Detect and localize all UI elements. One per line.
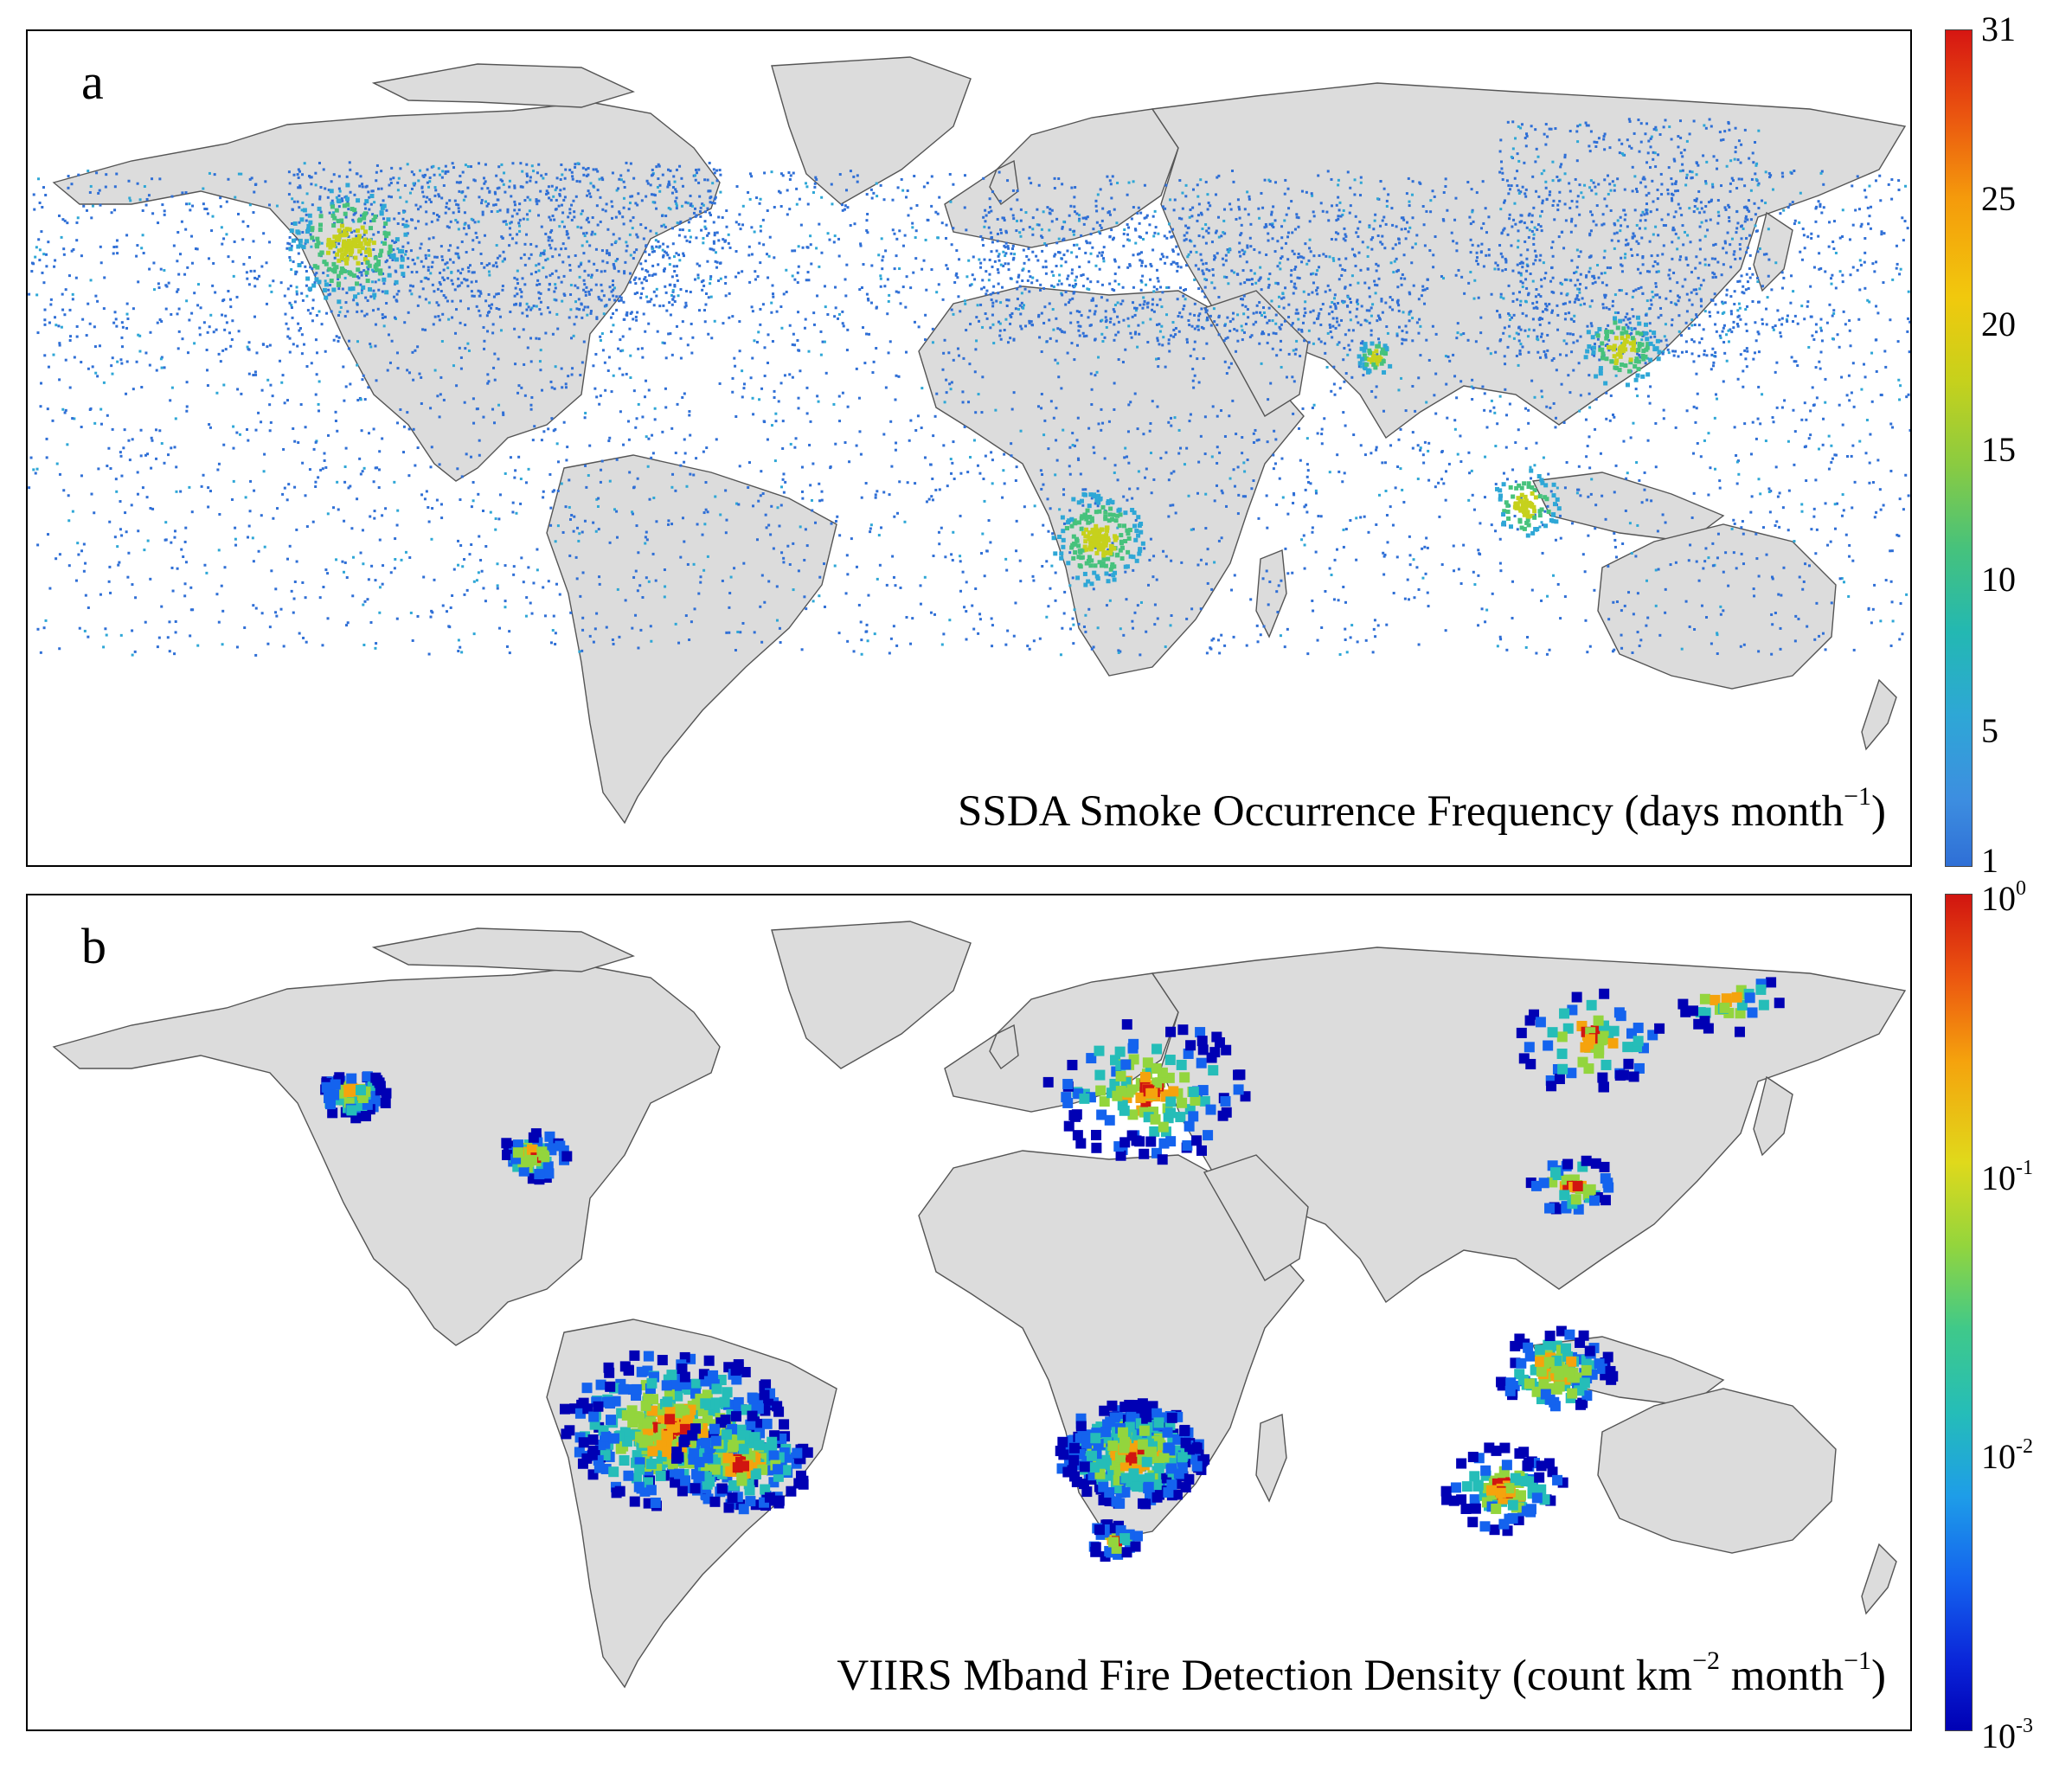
fire-density-map: [52, 921, 1907, 1689]
landmass-arctic-islands: [371, 927, 635, 972]
landmass-australia: [1597, 1388, 1837, 1554]
colorbar-a-tick-label: 31: [1981, 10, 2016, 48]
landmass-new-zealand: [1861, 678, 1897, 751]
landmass-europe: [944, 108, 1179, 248]
landmass-uk: [989, 159, 1019, 206]
colorbar-a-tick-label: 1: [1981, 841, 1998, 880]
landmass-japan: [1753, 211, 1793, 292]
landmass-greenland: [771, 921, 972, 1069]
caption-b-main: VIIRS Mband Fire Detection Density (coun…: [837, 1652, 1693, 1700]
smoke-frequency-map: [28, 56, 1910, 825]
panel-caption-b: VIIRS Mband Fire Detection Density (coun…: [837, 1648, 1886, 1700]
colorbar-a: [1945, 29, 1973, 867]
panel-caption-a: SSDA Smoke Occurrence Frequency (days mo…: [958, 784, 1886, 836]
fire-pixels: [320, 977, 1785, 1562]
colorbar-b: [1945, 894, 1973, 1731]
colorbar-a-tick-label: 10: [1981, 560, 2016, 599]
caption-a-main: SSDA Smoke Occurrence Frequency (days mo…: [958, 787, 1844, 836]
caption-b-close: ): [1871, 1652, 1886, 1700]
landmass-uk: [989, 1023, 1019, 1070]
landmass-north-america: [52, 966, 721, 1346]
colorbar-b-tick-label: 10-2: [1981, 1435, 2033, 1477]
colorbar-b-tick-label: 100: [1981, 877, 2026, 918]
map-panel-b: b VIIRS Mband Fire Detection Density (co…: [26, 894, 1912, 1731]
map-panel-a: a SSDA Smoke Occurrence Frequency (days …: [26, 29, 1912, 867]
colorbar-a-tick-label: 25: [1981, 179, 2016, 218]
colorbar-b-tick-label: 10-3: [1981, 1715, 2033, 1755]
caption-a-close: ): [1871, 787, 1886, 836]
caption-b-exponent-2: −1: [1844, 1646, 1872, 1675]
landmass-arabia: [1203, 1154, 1309, 1281]
smoke-pixels: [28, 118, 1910, 657]
colorbar-a-tick-label: 5: [1981, 711, 1998, 750]
colorbar-a-tick-label: 15: [1981, 430, 2016, 469]
panel-label-b: b: [81, 918, 106, 974]
landmass-arctic-islands: [371, 63, 635, 108]
panel-label-a: a: [81, 54, 104, 110]
landmass-japan: [1753, 1075, 1793, 1157]
landmass-new-zealand: [1861, 1543, 1897, 1615]
landmass-madagascar: [1255, 549, 1287, 638]
landmass-greenland: [771, 56, 972, 205]
colorbar-b-tick-label: 10-1: [1981, 1156, 2033, 1197]
landmass-south-america: [546, 454, 837, 825]
caption-b-mid: month: [1720, 1652, 1844, 1700]
landmass-south-america: [546, 1319, 837, 1689]
landmass-australia: [1597, 523, 1837, 690]
landmass-africa: [918, 1150, 1305, 1541]
landmass-africa: [918, 286, 1305, 677]
caption-b-exponent-1: −2: [1692, 1646, 1720, 1675]
landmass-madagascar: [1255, 1414, 1287, 1503]
caption-a-exponent: −1: [1844, 782, 1872, 811]
colorbar-a-tick-label: 20: [1981, 305, 2016, 343]
